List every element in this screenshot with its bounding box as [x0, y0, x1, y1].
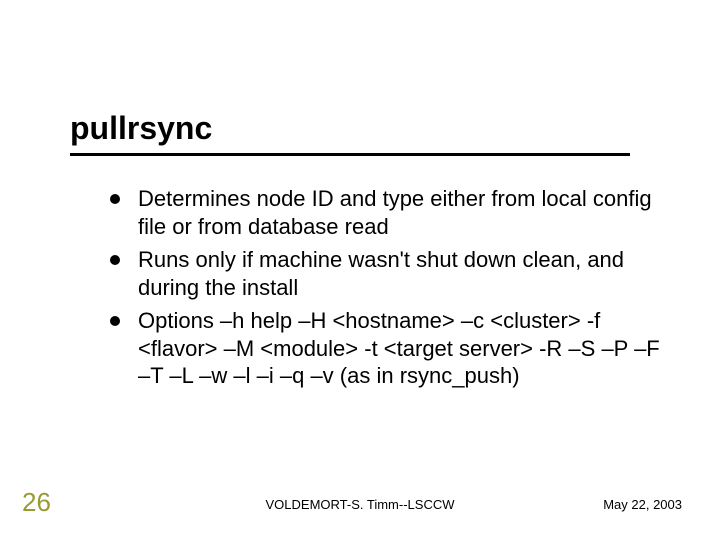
list-item: Determines node ID and type either from … — [110, 185, 675, 240]
list-item: Options –h help –H <hostname> –c <cluste… — [110, 307, 675, 390]
bullet-icon — [110, 194, 120, 204]
bullet-text: Determines node ID and type either from … — [138, 185, 675, 240]
list-item: Runs only if machine wasn't shut down cl… — [110, 246, 675, 301]
bullet-text: Runs only if machine wasn't shut down cl… — [138, 246, 675, 301]
bullet-icon — [110, 255, 120, 265]
slide-title: pullrsync — [70, 110, 670, 147]
bullet-list: Determines node ID and type either from … — [110, 185, 675, 396]
footer-date: May 22, 2003 — [603, 497, 682, 512]
slide: pullrsync Determines node ID and type ei… — [0, 0, 720, 540]
title-underline — [70, 153, 630, 156]
title-block: pullrsync — [70, 110, 670, 156]
bullet-text: Options –h help –H <hostname> –c <cluste… — [138, 307, 675, 390]
bullet-icon — [110, 316, 120, 326]
